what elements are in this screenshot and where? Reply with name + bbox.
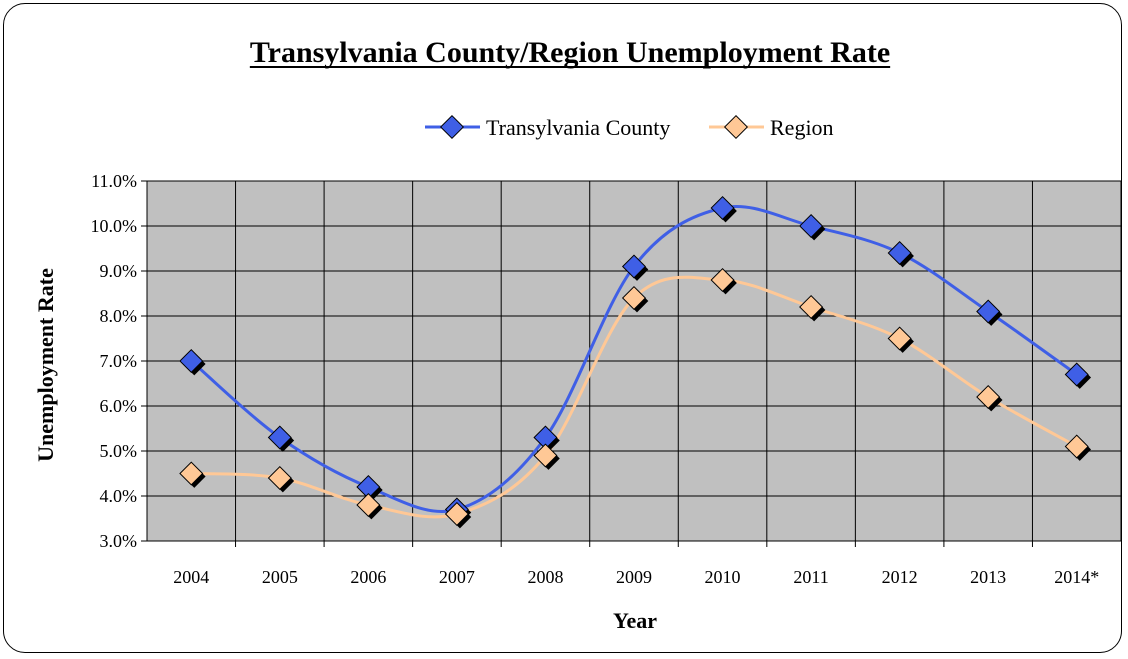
x-tick-label: 2007 xyxy=(439,567,475,587)
legend-marker-transylvania xyxy=(439,114,465,140)
y-tick-label: 10.0% xyxy=(91,216,138,236)
y-tick-label: 8.0% xyxy=(100,306,138,326)
y-tick-label: 11.0% xyxy=(91,171,137,191)
data-point-transylvania xyxy=(179,348,204,374)
data-point-region xyxy=(799,294,824,320)
data-point-region xyxy=(1064,434,1089,459)
y-axis-title: Unemployment Rate xyxy=(33,268,58,462)
x-tick-label: 2010 xyxy=(705,567,741,587)
legend-label-transylvania: Transylvania County xyxy=(486,115,670,140)
y-tick-label: 9.0% xyxy=(100,261,138,281)
data-point-transylvania xyxy=(799,213,824,239)
x-tick-label: 2004 xyxy=(173,567,209,587)
legend-marker-region xyxy=(723,114,749,140)
data-point-transylvania xyxy=(887,240,912,266)
x-axis-title: Year xyxy=(613,608,657,633)
legend-label-region: Region xyxy=(770,115,834,140)
data-point-region xyxy=(356,492,381,518)
data-point-transylvania xyxy=(621,254,647,279)
x-tick-label: 2014* xyxy=(1054,567,1099,587)
x-tick-label: 2006 xyxy=(350,567,386,587)
x-tick-label: 2011 xyxy=(793,567,828,587)
plot-area: 3.0% 4.0% 5.0% 6.0% 7.0% 8.0% 9.0% 10.0% 11.0% 20… xyxy=(91,171,1122,587)
data-point-region xyxy=(533,443,558,468)
data-point-region xyxy=(976,384,1001,410)
y-tick-label: 7.0% xyxy=(100,351,138,371)
data-point-region xyxy=(621,285,647,311)
legend: Transylvania County Region xyxy=(425,114,834,140)
x-tick-label: 2008 xyxy=(527,567,563,587)
y-tick-label: 6.0% xyxy=(100,396,138,416)
data-point-region xyxy=(710,267,735,293)
x-tick-label: 2009 xyxy=(616,567,652,587)
data-point-region xyxy=(267,465,292,491)
x-tick-label: 2005 xyxy=(262,567,298,587)
data-point-region xyxy=(179,461,204,486)
y-tick-label: 3.0% xyxy=(100,531,138,551)
data-point-transylvania xyxy=(533,425,558,450)
data-point-transylvania xyxy=(267,425,292,450)
y-tick-label: 4.0% xyxy=(100,486,138,506)
x-tick-label: 2013 xyxy=(970,567,1006,587)
data-point-transylvania xyxy=(710,195,735,221)
series-line-transylvania xyxy=(190,205,1078,513)
data-point-transylvania xyxy=(1064,362,1089,387)
x-tick-label: 2012 xyxy=(882,567,918,587)
data-point-region xyxy=(444,501,469,527)
y-tick-label: 5.0% xyxy=(100,441,138,461)
data-point-region xyxy=(887,326,912,351)
chart-title: Transylvania County/Region Unemployment … xyxy=(250,36,890,69)
data-point-transylvania xyxy=(356,474,381,500)
data-point-transylvania xyxy=(976,299,1001,324)
